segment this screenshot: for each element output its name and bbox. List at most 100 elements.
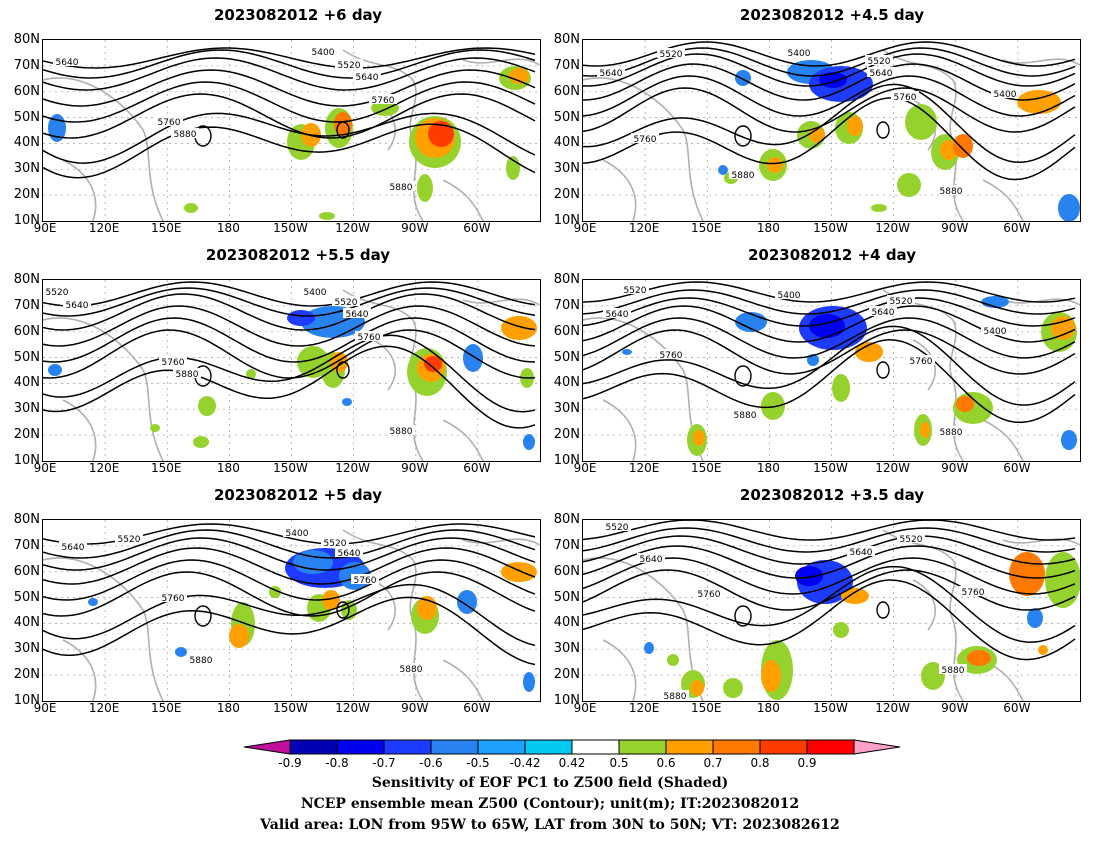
colorbar-box [430,739,479,755]
coastline [62,399,97,461]
panel-title-5: 2023082012 +5 day [214,486,382,504]
map-panel-2: 5400 5520 5520 5640 5640 5760 5760 5880 5880 5400 [582,39,1081,222]
contour-label-bg [661,690,689,700]
lat-tick-label: 20N [13,667,40,683]
contour-label: 5400 [994,90,1017,100]
lat-tick-label: 10N [13,693,40,708]
z500-closed-contour [194,605,212,627]
contour-label-bg [387,425,415,435]
lon-tick-label: 150W [813,461,848,475]
contour-label: 5880 [190,656,213,666]
lon-tick-label: 60W [1003,221,1031,235]
z500-contour [583,565,1076,643]
sensitivity-shading [319,212,335,220]
colorbar-box [571,739,620,755]
sensitivity-shading [501,316,537,340]
contour-label-bg [335,547,363,557]
lon-tick-label: 150W [273,701,308,715]
lat-tick-label: 30N [553,401,580,417]
colorbar-box [336,739,385,755]
z500-contour [583,289,1076,315]
contour-label: 5640 [600,69,623,79]
lon-tick-label: 120E [628,221,660,235]
z500-contour [583,281,1076,303]
lon-tick-label: 120E [88,701,120,715]
lat-tick-label: 30N [13,161,40,177]
caption-line-3: Valid area: LON from 95W to 65W, LAT fro… [260,817,840,833]
contour-label-bg [939,664,967,674]
colorbar-tick-label: -0.42 [509,756,541,770]
lon-tick-label: 150W [813,221,848,235]
z500-contour [583,545,1076,579]
z500-contour [43,305,536,347]
contour-label-bg [301,286,329,296]
contour-label-bg [657,349,685,359]
lat-tick-label: 40N [553,135,580,151]
sensitivity-shading [1009,552,1045,596]
contour-label-bg [937,185,965,195]
contour-label: 5880 [176,370,199,380]
sensitivity-shading [905,104,937,140]
colorbar [243,739,901,755]
contour-label: 5640 [62,543,85,553]
lon-tick-label: 90W [401,221,429,235]
contour-label-bg [869,306,897,316]
sensitivity-shading [523,672,535,692]
sensitivity-shading [229,624,249,648]
coastline [442,419,484,461]
lat-tick-label: 60N [553,83,580,99]
sensitivity-shading [795,566,823,586]
coastline [462,538,540,546]
sensitivity-shading [718,165,728,175]
contour-label: 5760 [962,588,985,598]
coastline [62,639,97,701]
coastline [342,529,424,701]
coastline [462,298,540,306]
lat-tick-label: 60N [553,563,580,579]
z500-closed-contour [876,121,890,139]
sensitivity-shading [150,424,160,432]
lat-tick-label: 70N [13,57,40,73]
contour-label-bg [865,55,893,65]
sensitivity-shading [723,678,743,698]
map-panel-4: 5520 5640 5400 5520 5640 5760 5760 5880 5880 5400 [582,279,1081,462]
sensitivity-shading [690,680,704,696]
lon-tick-label: 180 [216,461,240,475]
sensitivity-shading [523,434,535,450]
panel-title-6: 2023082012 +3.5 day [739,486,925,504]
coastline [882,529,964,701]
colorbar-tick-label: 0.8 [750,756,770,770]
z500-contour [43,583,536,647]
contour-label: 5400 [984,327,1007,337]
lon-tick-label: 90E [573,701,597,715]
contour-label: 5880 [174,130,197,140]
contour-label-bg [171,128,199,138]
sensitivity-shading [175,647,187,657]
contour-label: 5520 [890,297,913,307]
contour-label-bg [332,296,360,306]
map-panel-1: 5400 5520 5640 5640 5760 5760 5880 5880 [42,39,541,222]
contour-label: 5880 [942,666,965,676]
sensitivity-shading [819,72,847,88]
sensitivity-shading [761,660,781,692]
contour-label-bg [321,537,349,547]
lat-tick-label: 70N [13,297,40,313]
lon-tick-label: 90E [573,461,597,475]
lat-tick-label: 40N [13,615,40,631]
colorbar-right-arrow [853,739,901,755]
contour-label-bg [631,133,659,143]
contour-label: 5520 [868,57,891,67]
coastline [43,557,164,701]
z500-contour [583,41,1076,67]
contour-label-bg [63,299,91,309]
contour-label: 5760 [358,333,381,343]
z500-contour [43,537,536,571]
sensitivity-shading [424,356,442,372]
lon-tick-label: 60W [1003,461,1031,475]
colorbar-tick-label: 0.42 [558,756,586,770]
caption-line-2: NCEP ensemble mean Z500 (Contour); unit(… [300,796,800,812]
contour-label-bg [847,546,875,556]
sensitivity-shading [428,121,454,147]
z500-contour [43,345,536,429]
